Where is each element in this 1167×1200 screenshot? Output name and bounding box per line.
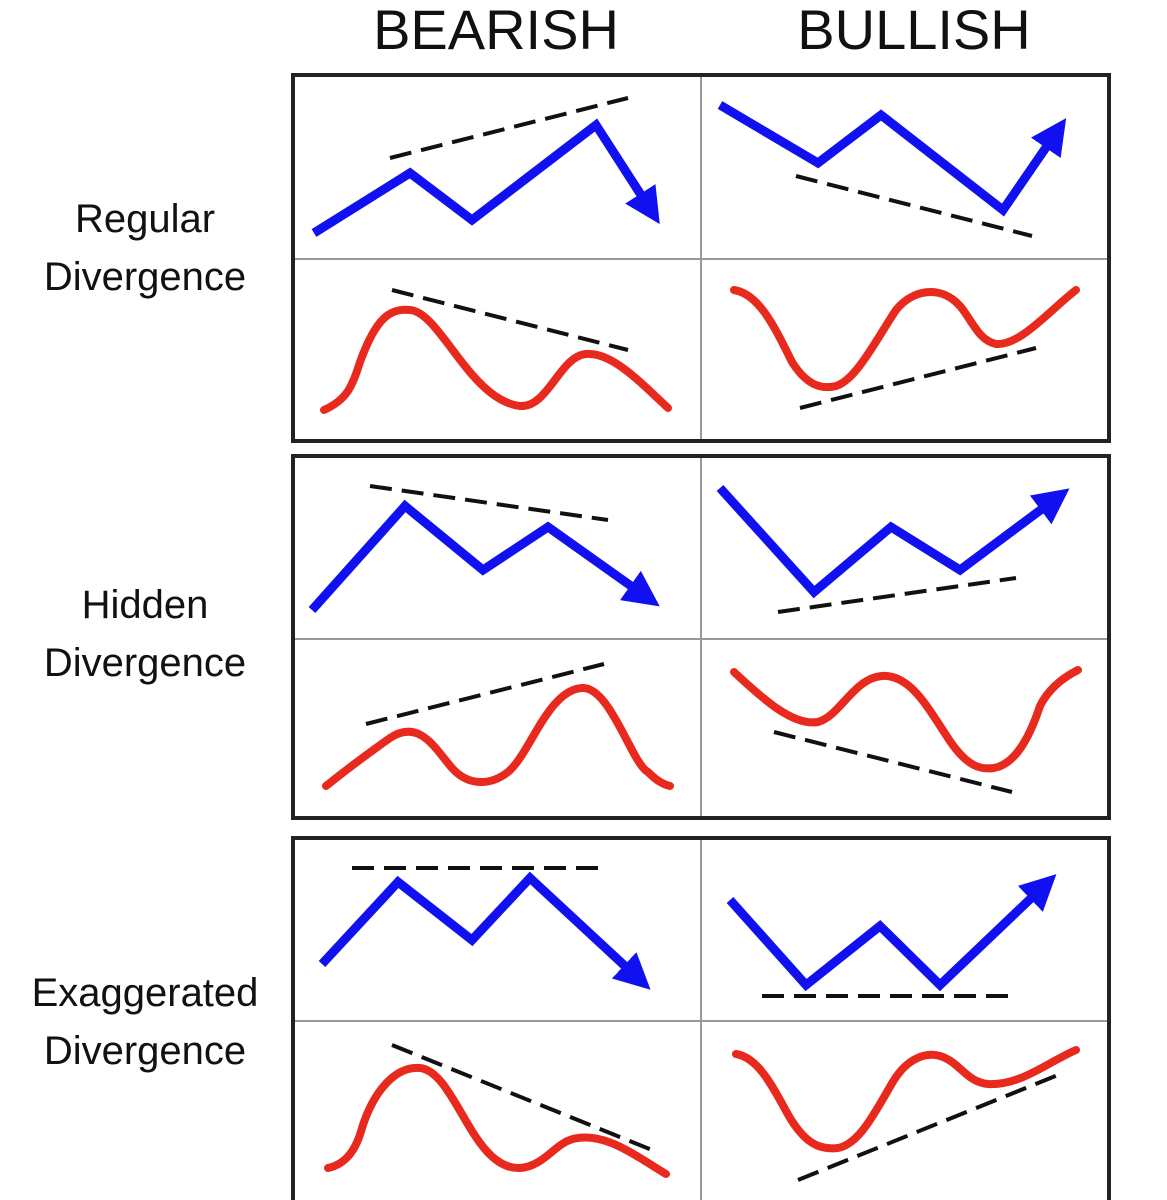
exaggerated-bearish-oscillator-trend xyxy=(391,1043,653,1152)
hidden-label-line1: Hidden xyxy=(81,583,209,627)
exaggerated-bullish-oscillator xyxy=(732,1046,1080,1153)
regular-bearish-price-trend xyxy=(389,96,629,160)
bearish-column-header: BEARISH xyxy=(373,0,619,61)
exaggerated-label-line1: Exaggerated xyxy=(31,971,259,1015)
hidden-panel-frame xyxy=(291,454,1111,820)
regular-bullish-oscillator xyxy=(730,286,1080,392)
exaggerated-bullish-price-line xyxy=(726,874,1057,992)
hidden-bearish-oscillator xyxy=(322,684,674,790)
hidden-label-line2: Divergence xyxy=(43,641,247,685)
hidden-bullish-price-line xyxy=(716,484,1070,599)
exaggerated-bearish-oscillator xyxy=(324,1063,670,1178)
regular-label-line1: Regular xyxy=(74,197,216,241)
hidden-bullish-price-trend xyxy=(777,576,1017,614)
regular-label-line2: Divergence xyxy=(43,255,247,299)
regular-bullish-oscillator-trend xyxy=(799,346,1037,410)
hidden-bullish-oscillator-trend xyxy=(773,730,1013,794)
hidden-divergence-label: Hidden Divergence xyxy=(0,576,290,692)
panel-dividers xyxy=(295,77,1107,1200)
hidden-bearish-oscillator-trend xyxy=(365,662,605,726)
oscillator-lines xyxy=(320,286,1082,1178)
bullish-column-header: BULLISH xyxy=(797,0,1031,61)
regular-bearish-oscillator xyxy=(320,305,672,414)
regular-bearish-oscillator-trend xyxy=(391,288,629,352)
regular-bearish-price-line xyxy=(311,118,660,237)
exaggerated-bearish-price-line xyxy=(318,871,651,990)
hidden-bearish-price-line xyxy=(308,499,660,613)
hidden-bullish-oscillator xyxy=(730,666,1082,773)
panel-frames xyxy=(291,73,1111,1200)
trend-lines xyxy=(352,96,1059,1182)
price-lines xyxy=(308,101,1070,992)
exaggerated-bullish-oscillator-trend xyxy=(797,1073,1059,1182)
exaggerated-panel-frame xyxy=(291,836,1111,1200)
regular-panel-frame xyxy=(291,73,1111,443)
hidden-bearish-price-trend xyxy=(369,484,609,522)
regular-divergence-label: Regular Divergence xyxy=(0,190,290,306)
regular-bullish-price-trend xyxy=(795,174,1033,238)
regular-bullish-price-line xyxy=(717,101,1067,217)
exaggerated-divergence-label: Exaggerated Divergence xyxy=(0,964,290,1080)
exaggerated-label-line2: Divergence xyxy=(43,1029,247,1073)
